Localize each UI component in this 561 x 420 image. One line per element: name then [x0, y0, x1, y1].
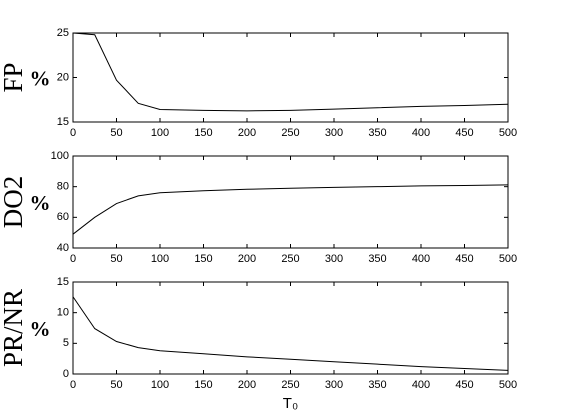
x-tick-label: 200: [238, 253, 256, 265]
x-tick-label: 500: [499, 253, 517, 265]
y-tick-label: 100: [51, 150, 69, 162]
y-tick-label: 15: [57, 276, 69, 288]
x-tick-label: 50: [110, 127, 122, 139]
x-axis-label: T₀: [283, 395, 298, 412]
x-tick-label: 50: [110, 379, 122, 391]
x-tick-label: 400: [412, 127, 430, 139]
y-tick-label: 0: [63, 368, 69, 380]
axes-box: [72, 281, 509, 375]
x-tick-label: 100: [151, 127, 169, 139]
x-tick-label: 450: [455, 127, 473, 139]
x-tick-label: 250: [281, 127, 299, 139]
data-line: [72, 184, 509, 235]
x-tick-label: 100: [151, 379, 169, 391]
x-tick-label: 150: [194, 127, 212, 139]
x-tick-label: 50: [110, 253, 122, 265]
y-tick-label: 15: [57, 116, 69, 128]
x-tick-label: 350: [368, 127, 386, 139]
x-tick-label: 500: [499, 379, 517, 391]
x-tick-label: 350: [368, 253, 386, 265]
x-tick-label: 0: [70, 127, 76, 139]
x-tick-label: 350: [368, 379, 386, 391]
x-tick-label: 250: [281, 379, 299, 391]
y-axis-unit: %: [30, 66, 51, 90]
x-tick-label: 200: [238, 379, 256, 391]
axes-box: [72, 155, 509, 249]
y-tick-label: 25: [57, 27, 69, 39]
x-tick-label: 400: [412, 253, 430, 265]
x-tick-label: 500: [499, 127, 517, 139]
y-axis-label: PR/NR: [0, 289, 28, 367]
x-tick-label: 200: [238, 127, 256, 139]
y-axis-label: FP: [0, 62, 28, 92]
x-tick-label: 450: [455, 253, 473, 265]
y-axis-label: DO2: [0, 176, 28, 229]
x-tick-label: 0: [70, 379, 76, 391]
x-tick-label: 150: [194, 253, 212, 265]
x-tick-label: 300: [325, 253, 343, 265]
x-tick-label: 0: [70, 253, 76, 265]
y-tick-label: 5: [63, 337, 69, 349]
y-tick-label: 10: [57, 307, 69, 319]
y-tick-label: 80: [57, 181, 69, 193]
y-axis-unit: %: [30, 317, 51, 341]
x-tick-label: 150: [194, 379, 212, 391]
y-axis-unit: %: [30, 191, 51, 215]
x-tick-label: 450: [455, 379, 473, 391]
data-line: [72, 296, 509, 371]
y-tick-label: 60: [57, 211, 69, 223]
y-tick-label: 20: [57, 71, 69, 83]
axes-box: [72, 32, 509, 123]
x-tick-label: 300: [325, 127, 343, 139]
data-line: [72, 32, 509, 112]
y-tick-label: 40: [57, 242, 69, 254]
x-tick-label: 100: [151, 253, 169, 265]
x-tick-label: 400: [412, 379, 430, 391]
x-tick-label: 300: [325, 379, 343, 391]
x-tick-label: 250: [281, 253, 299, 265]
